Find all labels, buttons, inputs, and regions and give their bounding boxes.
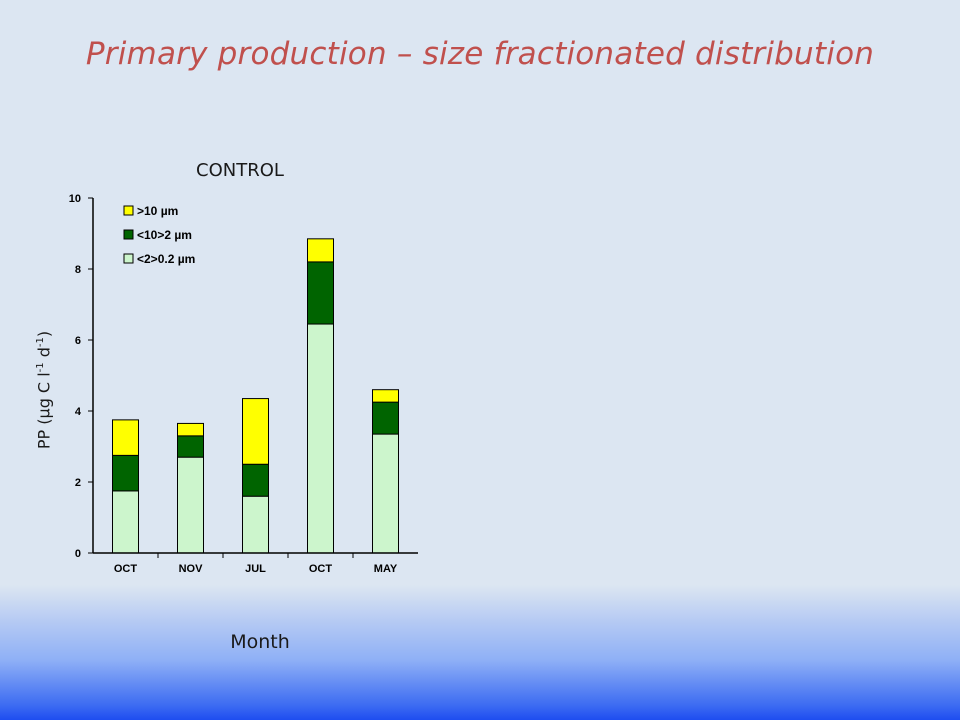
bar-segment [307, 323, 334, 554]
x-tick-label: MAY [374, 563, 398, 575]
y-tick-label: 0 [75, 548, 81, 560]
legend: >10 µm <10>2 µm <2>0.2 µm [123, 204, 195, 266]
bars [112, 238, 399, 554]
y-tick-label: 10 [69, 193, 81, 205]
bar-segment [112, 419, 139, 456]
y-tick-label: 4 [75, 406, 82, 418]
x-tick-label: OCT [309, 563, 333, 575]
x-tick-label: JUL [245, 563, 266, 575]
bar-segment [372, 389, 399, 403]
chart-title: CONTROL [196, 160, 284, 181]
x-tick-label: NOV [179, 563, 204, 575]
bar-segment [372, 433, 399, 554]
y-tick-label: 2 [75, 477, 81, 489]
bar-segment [372, 401, 399, 435]
x-tick-label: OCT [114, 563, 138, 575]
bar-segment [177, 435, 204, 458]
legend-swatch [123, 205, 134, 216]
bar-segment [112, 454, 139, 492]
bar-segment [242, 398, 269, 465]
y-tick-label: 8 [75, 264, 81, 276]
bar-segment [112, 490, 139, 554]
y-tick-label: 6 [75, 335, 81, 347]
bar-segment [242, 463, 269, 497]
legend-label: <10>2 µm [137, 228, 192, 242]
legend-label: >10 µm [137, 204, 178, 218]
slide-title: Primary production – size fractionated d… [85, 36, 875, 72]
legend-swatch [123, 253, 134, 264]
bar-segment [177, 456, 204, 554]
x-axis: OCT NOV JUL OCT MAY [114, 553, 398, 575]
bar-segment [242, 495, 269, 554]
y-axis: 0 2 4 6 8 10 [69, 193, 93, 560]
bar-segment [307, 238, 334, 263]
bar-segment [177, 422, 204, 437]
axes [92, 198, 418, 554]
bar-segment [307, 261, 334, 325]
legend-swatch [123, 229, 134, 240]
x-axis-label: Month [230, 631, 290, 653]
legend-label: <2>0.2 µm [137, 252, 195, 266]
